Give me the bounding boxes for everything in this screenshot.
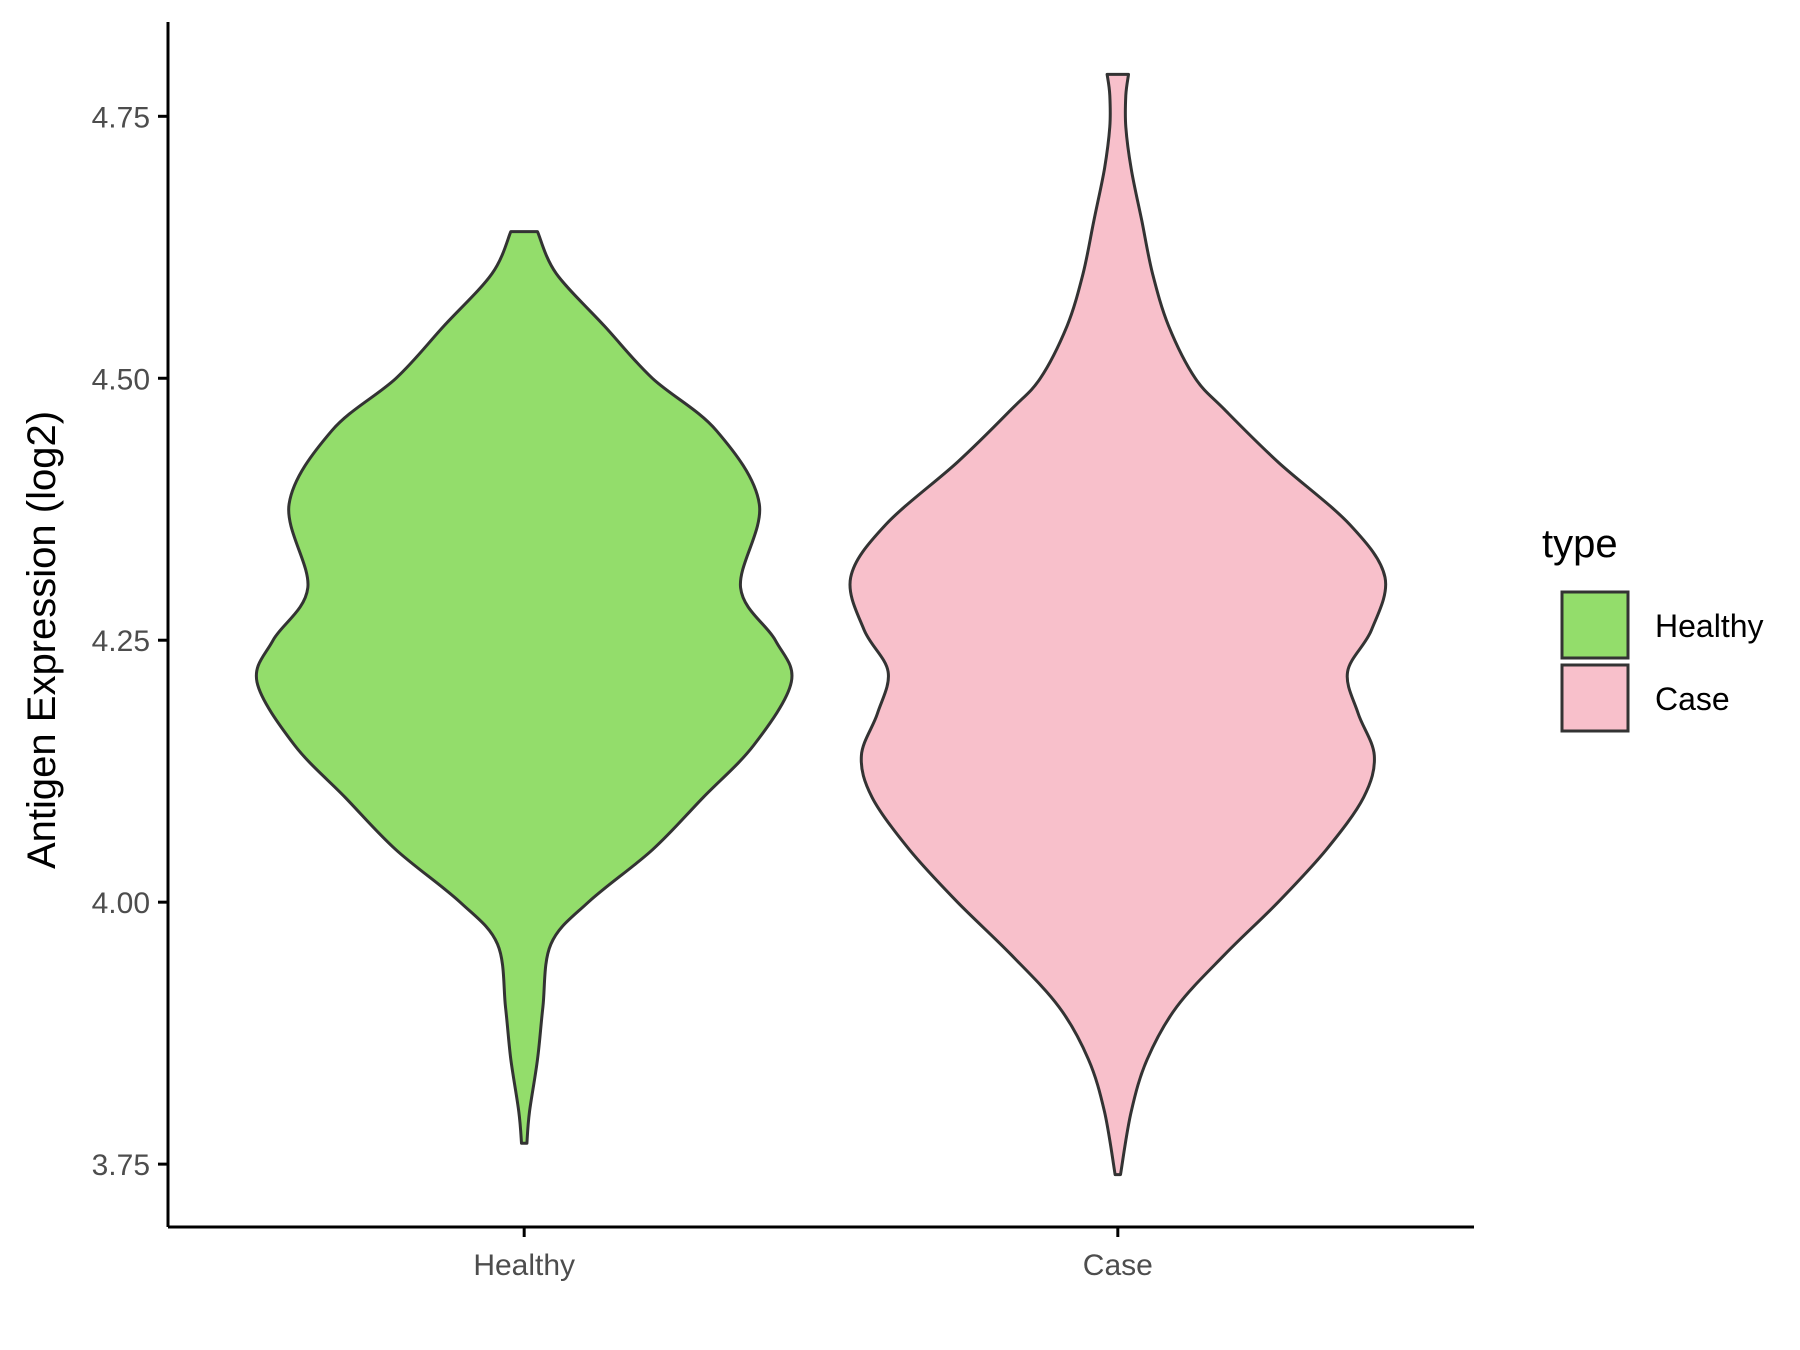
y-tick-label: 3.75 <box>92 1149 150 1182</box>
axes-layer <box>166 22 1474 1229</box>
x-tick-label: Healthy <box>473 1249 575 1282</box>
x-tick-label: Case <box>1083 1249 1153 1282</box>
y-tick-label: 4.25 <box>92 625 150 658</box>
legend-label-healthy: Healthy <box>1655 608 1764 644</box>
legend-key-case <box>1560 663 1630 733</box>
y-ticks-layer: 3.75 4.00 4.25 4.50 4.75 <box>92 101 168 1182</box>
violin-case <box>848 72 1388 1177</box>
y-tick-label: 4.50 <box>92 363 150 396</box>
legend-entries: Healthy Case <box>1560 590 1764 733</box>
legend-title: type <box>1542 522 1618 566</box>
x-ticks-layer: Healthy Case <box>473 1227 1153 1282</box>
y-tick-label: 4.75 <box>92 101 150 134</box>
legend-label-case: Case <box>1655 681 1730 717</box>
legend: type Healthy Case <box>1542 522 1764 733</box>
y-axis-title: Antigen Expression (log2) <box>20 411 64 869</box>
violins-layer <box>254 72 1388 1177</box>
y-tick-label: 4.00 <box>92 887 150 920</box>
legend-key-healthy <box>1560 590 1630 660</box>
violin-healthy <box>254 230 794 1145</box>
